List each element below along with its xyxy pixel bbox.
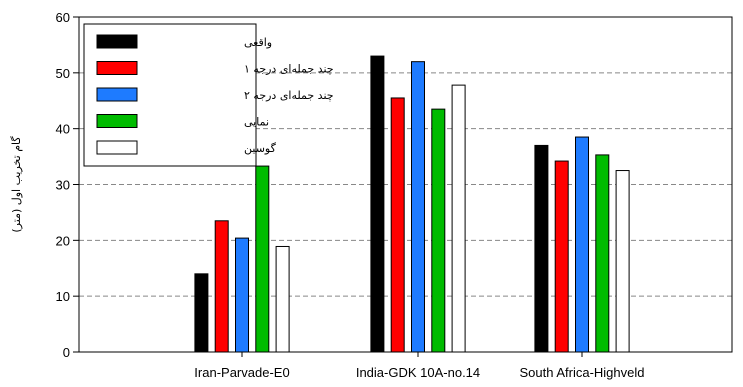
bar xyxy=(275,245,290,353)
axes xyxy=(73,16,733,357)
x-category-label: South Africa-Highveld xyxy=(519,365,644,380)
legend-label: گوسین xyxy=(244,142,277,155)
bar xyxy=(575,136,589,353)
y-tick-label: 50 xyxy=(56,66,70,81)
bar xyxy=(255,165,270,353)
legend-label: چند جمله‌ای درجه ۱ xyxy=(244,63,334,76)
bar xyxy=(370,55,385,353)
bar xyxy=(615,170,630,353)
y-tick-label: 20 xyxy=(56,233,70,248)
bar xyxy=(534,144,549,353)
bar xyxy=(235,237,249,353)
legend: واقعی چند جمله‌ای درجه ۱ چند جمله‌ای درجه … xyxy=(83,23,334,167)
bar xyxy=(194,273,209,353)
bar xyxy=(451,84,466,353)
bars-group xyxy=(194,55,630,353)
bar xyxy=(411,61,425,353)
bar xyxy=(554,160,569,353)
y-tick-label: 30 xyxy=(56,178,70,193)
x-category-label: India-GDK 10A-no.14 xyxy=(356,365,480,380)
legend-swatch xyxy=(96,87,138,102)
legend-swatch xyxy=(96,114,138,128)
y-tick-label: 10 xyxy=(56,289,70,304)
y-tick-labels: 0 10 20 30 40 50 60 xyxy=(56,10,70,360)
bar xyxy=(214,220,229,353)
legend-swatch xyxy=(96,34,138,49)
legend-label: چند جمله‌ای درجه ۲ xyxy=(244,89,334,102)
legend-label: نمایی xyxy=(244,116,269,129)
plot-frame xyxy=(78,16,733,353)
legend-swatch xyxy=(96,61,138,75)
y-axis-label: گام تخریب اول (متر) xyxy=(10,136,23,233)
y-tick-label: 60 xyxy=(56,10,70,25)
x-category-label: Iran-Parvade-E0 xyxy=(194,365,289,380)
x-category-labels: Iran-Parvade-E0 India-GDK 10A-no.14 South … xyxy=(194,365,644,380)
y-tick-label: 40 xyxy=(56,122,70,137)
bar xyxy=(390,97,405,353)
bar xyxy=(595,154,610,353)
bar xyxy=(431,108,446,353)
y-tick-label: 0 xyxy=(63,345,70,360)
legend-label: واقعی xyxy=(244,36,272,49)
legend-swatch xyxy=(96,140,138,155)
